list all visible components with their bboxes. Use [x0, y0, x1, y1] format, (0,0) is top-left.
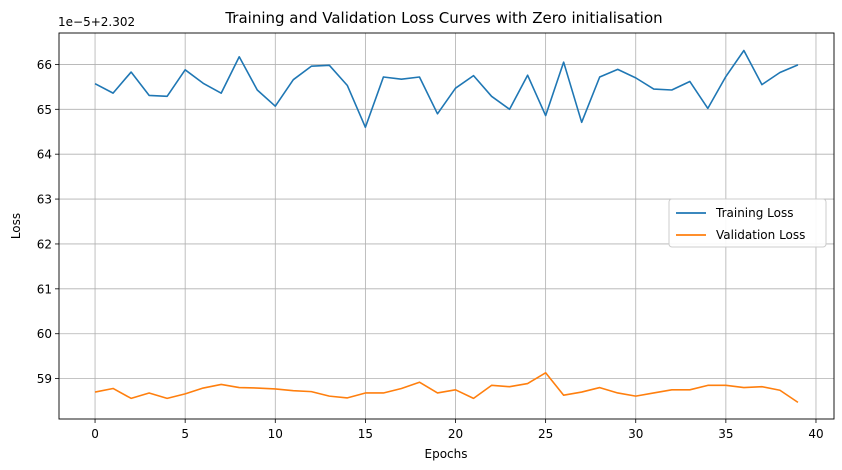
y-tick-label: 61: [37, 282, 52, 296]
x-tick-label: 5: [181, 427, 189, 441]
y-offset-text: 1e−5+2.302: [58, 15, 135, 29]
y-axis-label: Loss: [9, 213, 23, 239]
x-tick-label: 15: [358, 427, 373, 441]
y-tick-label: 63: [37, 193, 52, 207]
x-axis-label: Epochs: [425, 447, 468, 461]
legend-box: [668, 198, 827, 248]
y-tick-label: 60: [37, 327, 52, 341]
y-tick-label: 64: [37, 148, 52, 162]
x-tick-label: 25: [538, 427, 553, 441]
series-line-validation-loss: [94, 371, 799, 404]
series-lines: [94, 49, 799, 404]
y-tick-label: 66: [37, 58, 52, 72]
y-tick-label: 65: [37, 103, 52, 117]
axes-frame: [58, 32, 835, 420]
x-tick-label: 35: [718, 427, 733, 441]
x-tick-label: 20: [448, 427, 463, 441]
legend-label-training-loss: Training Loss: [715, 206, 793, 220]
y-tick-label: 62: [37, 237, 52, 251]
legend: Training Loss Validation Loss: [668, 198, 827, 248]
chart-title: Training and Validation Loss Curves with…: [224, 9, 662, 27]
legend-label-validation-loss: Validation Loss: [716, 228, 805, 242]
x-tick-label: 40: [808, 427, 823, 441]
y-tick-label: 59: [37, 372, 52, 386]
x-tick-label: 10: [268, 427, 283, 441]
x-tick-label: 0: [91, 427, 99, 441]
x-axis-ticks: 0 5 10 15 20 25 30 35 40: [91, 419, 824, 441]
grid-lines: [59, 33, 834, 419]
y-axis-ticks: 59 60 61 62 63 64 65 66: [37, 58, 59, 386]
series-line-training-loss: [94, 49, 799, 129]
x-tick-label: 30: [628, 427, 643, 441]
